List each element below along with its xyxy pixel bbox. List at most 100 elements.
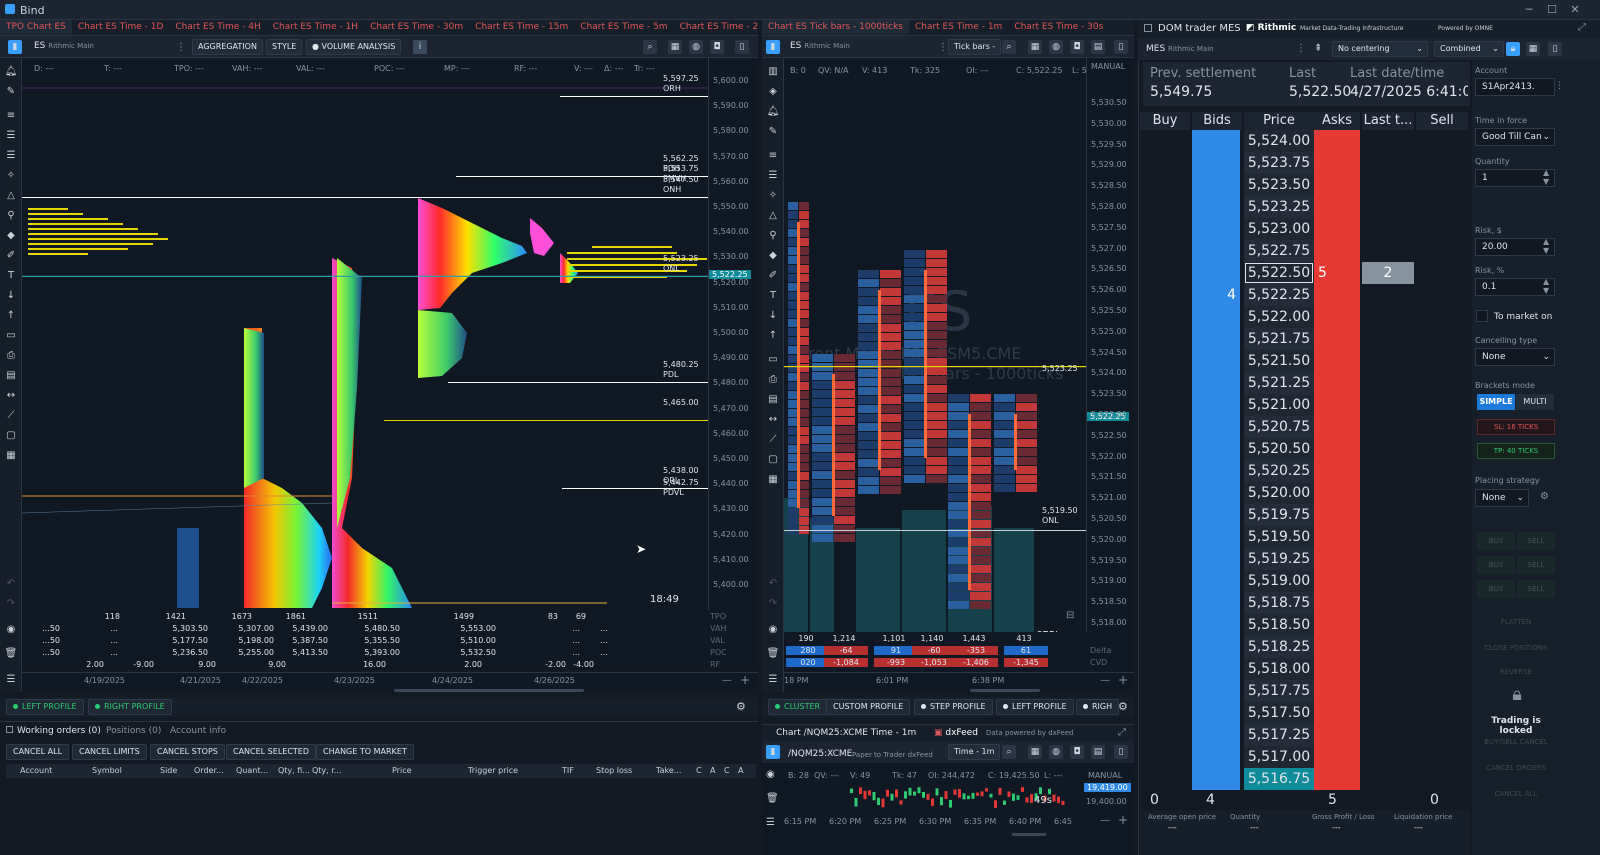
mid-grid-tool-icon[interactable]: ▦	[766, 474, 780, 488]
dom-price-cell[interactable]: 5,516.75	[1244, 768, 1314, 790]
mid-scrollbar[interactable]	[970, 689, 1040, 692]
disabled-action-button[interactable]: CANCEL ALL	[1477, 786, 1555, 802]
mid-rect-icon[interactable]: ▢	[766, 454, 780, 468]
dom-price-cell[interactable]: 5,518.25	[1244, 636, 1314, 658]
positions-tab[interactable]: Positions (0)	[106, 726, 161, 736]
lines2-icon[interactable]: ☰	[4, 150, 18, 164]
mid-trash-icon[interactable]: 🗑︎	[766, 648, 780, 662]
dom-column-header[interactable]: Asks	[1314, 112, 1360, 130]
nq-scrollbar[interactable]	[1012, 833, 1046, 836]
cancelling-type-select[interactable]: None ⌄	[1475, 348, 1555, 366]
mid-redo-icon[interactable]: ↷	[766, 598, 780, 612]
dom-price-cell[interactable]: 5,517.75	[1244, 680, 1314, 702]
mid-eye-icon[interactable]: ◉	[766, 624, 780, 638]
dom-price-cell[interactable]: 5,522.00	[1244, 306, 1314, 328]
camera-icon[interactable]: ◘	[710, 40, 724, 54]
panel-toggle-icon[interactable]: ▮	[8, 40, 22, 54]
mid-panel-toggle-icon[interactable]: ▮	[766, 40, 780, 54]
settings-gear-icon[interactable]: ⚙	[736, 700, 746, 713]
disabled-action-button[interactable]: FLATTEN	[1477, 614, 1555, 630]
order-action-button[interactable]: CHANGE TO MARKET	[316, 744, 414, 760]
trendline-icon[interactable]: ⟋	[4, 410, 18, 424]
dom-price-cell[interactable]: 5,521.50	[1244, 350, 1314, 372]
rectangle-icon[interactable]: ▢	[4, 430, 18, 444]
magic-icon[interactable]: ✧	[4, 170, 18, 184]
nq-scale-mode[interactable]: MANUAL	[1088, 771, 1122, 780]
order-column-header[interactable]: Qty, fi...	[278, 766, 310, 775]
dom-price-cell[interactable]: 5,518.00	[1244, 658, 1314, 680]
nq-eye-icon[interactable]: ◉	[766, 769, 775, 780]
mid-profile-button[interactable]: CUSTOM PROFILE	[826, 699, 910, 715]
disabled-action-button[interactable]: BUY/SELL CANCEL	[1477, 734, 1555, 750]
left-tab[interactable]: Chart ES Time - 4H	[169, 20, 266, 34]
nq-grid-icon[interactable]: ▦	[1028, 745, 1042, 759]
nq-trash-icon[interactable]: 🗑︎	[766, 793, 779, 804]
order-column-header[interactable]: TIF	[562, 766, 574, 775]
dom-expand-icon[interactable]: ⤢	[1578, 22, 1586, 33]
order-column-header[interactable]: Price	[392, 766, 412, 775]
dom-price-cell[interactable]: 5,519.75	[1244, 504, 1314, 526]
dom-column-header[interactable]: Buy	[1140, 112, 1190, 130]
nq-zoom-icon[interactable]: ⌕	[1002, 745, 1016, 759]
list-icon[interactable]: ≡	[4, 110, 18, 124]
mid-print-icon[interactable]: ⎙	[766, 374, 780, 388]
order-column-header[interactable]: Stop loss	[596, 766, 632, 775]
dom-price-cell[interactable]: 5,517.00	[1244, 746, 1314, 768]
dom-price-cell[interactable]: 5,522.25	[1244, 284, 1314, 306]
mid-tab[interactable]: Chart ES Time - 1m	[909, 20, 1008, 34]
mid-profile-button[interactable]: STEP PROFILE	[914, 699, 993, 715]
nq-expand-icon[interactable]: ⤢	[1118, 727, 1126, 738]
mid-settings-icon[interactable]: ⚙	[1118, 700, 1128, 713]
mid-zoom-in-icon[interactable]: +	[1118, 673, 1128, 687]
tick-chart[interactable]: B: 0 QV: N/A V: 413 Tk: 325 OI: --- C: 5,522.…	[784, 58, 1086, 632]
combined-select[interactable]: Combined ⌄	[1434, 41, 1504, 57]
mid-arrow-up-icon[interactable]: ↑	[766, 330, 780, 344]
dom-price-cell[interactable]: 5,520.25	[1244, 460, 1314, 482]
mid-time-axis[interactable]: — + 18 PM 6:01 PM 6:38 PM	[784, 672, 1134, 692]
riskp-arrows-icon[interactable]: ▲ ▼	[1543, 277, 1549, 295]
disabled-action-button[interactable]: CLOSE POSITIONS	[1477, 640, 1555, 656]
nq-calendar-icon[interactable]: ▤	[1091, 745, 1105, 759]
nq-zoom-in-icon[interactable]: +	[1118, 813, 1128, 827]
ask-size-cell[interactable]: 5	[1318, 262, 1327, 284]
mid-price-axis[interactable]: MANUAL 5,522.25 5,530.50 5,530.00 5,529.50…	[1086, 58, 1134, 632]
lock-icon[interactable]: 🔒︎	[1506, 42, 1520, 56]
dom-price-cell[interactable]: 5,523.00	[1244, 218, 1314, 240]
style-button[interactable]: STYLE	[266, 39, 302, 55]
pencil-icon[interactable]: ✎	[4, 86, 18, 100]
mid-arrow-down-icon[interactable]: ↓	[766, 310, 780, 324]
order-column-header[interactable]: C	[696, 766, 702, 775]
order-column-header[interactable]: Symbol	[92, 766, 122, 775]
tick-bars-selector[interactable]: Tick bars -	[948, 39, 1001, 55]
left-tab[interactable]: Chart ES Time - 1H	[267, 20, 364, 34]
right-profile-button[interactable]: RIGHT PROFILE	[88, 699, 172, 715]
layout-icon[interactable]: ▯	[735, 40, 749, 54]
left-tab[interactable]: Chart ES Time - 1D	[72, 20, 170, 34]
mid-profile-button[interactable]: CLUSTER	[768, 699, 827, 715]
mid-tag-icon[interactable]: ◆	[766, 250, 780, 264]
tag-icon[interactable]: ◆	[4, 230, 18, 244]
hline-icon[interactable]: ↔	[4, 390, 18, 404]
dom-price-cell[interactable]: 5,522.75	[1244, 240, 1314, 262]
mid-pin-icon[interactable]: ⚲	[766, 230, 780, 244]
mid-list-view-icon[interactable]: ☰	[766, 674, 780, 688]
dom-layout-icon[interactable]: ▯	[1548, 42, 1562, 56]
order-column-header[interactable]: Account	[20, 766, 52, 775]
scale-mode[interactable]: MANUAL	[1091, 62, 1125, 71]
nq-time-axis[interactable]: 6:15 PM 6:20 PM 6:25 PM 6:30 PM 6:35 PM 6:40 …	[784, 817, 1114, 831]
order-column-header[interactable]: C	[724, 766, 730, 775]
grid-icon[interactable]: ▦	[668, 40, 682, 54]
order-action-button[interactable]: CANCEL ALL	[6, 744, 69, 760]
mid-triangle-icon[interactable]: △	[766, 210, 780, 224]
take-profit-button[interactable]: TP: 40 TICKS	[1477, 443, 1555, 459]
disabled-trade-button[interactable]: BUY	[1477, 580, 1515, 598]
mouse-icon[interactable]: ◍	[689, 40, 703, 54]
quantity-arrows-icon[interactable]: ▲ ▼	[1543, 168, 1549, 186]
mid-undo-icon[interactable]: ↶	[766, 578, 780, 592]
dom-grid-icon[interactable]: ▦	[1526, 42, 1540, 56]
zoom-icon[interactable]: ⌕	[643, 40, 657, 54]
order-action-button[interactable]: CANCEL SELECTED	[226, 744, 316, 760]
dom-column-header[interactable]: Bids	[1192, 112, 1242, 130]
disabled-trade-button[interactable]: BUY	[1477, 532, 1515, 550]
simple-mode-button[interactable]: SIMPLE	[1477, 394, 1515, 410]
